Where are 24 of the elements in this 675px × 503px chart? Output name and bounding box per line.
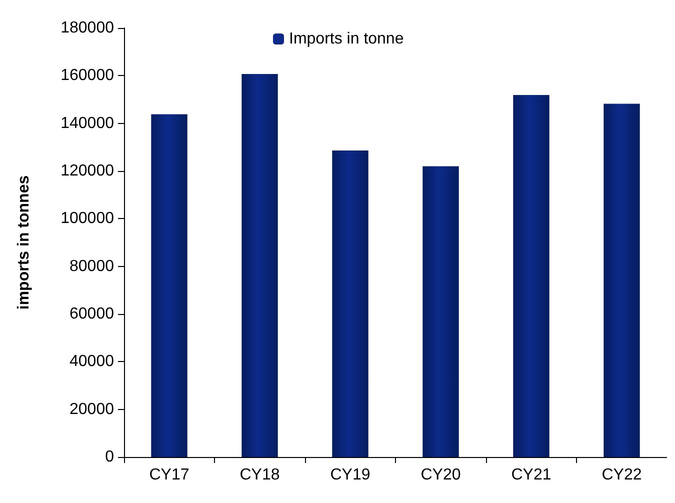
x-tick-label: CY22 [602, 466, 642, 484]
bar [604, 104, 640, 457]
bar [332, 150, 368, 457]
x-tick-label: CY21 [511, 466, 552, 484]
x-tick-label: CY20 [420, 466, 461, 484]
y-tick-label: 60000 [70, 306, 114, 322]
y-tick-label: 140000 [60, 114, 114, 132]
bar [151, 114, 188, 457]
y-tick-label: 100000 [60, 210, 114, 228]
y-tick-label: 80000 [70, 258, 114, 275]
x-tick-label: CY17 [149, 466, 190, 484]
y-tick-label: 20000 [70, 400, 114, 418]
legend-label: Imports in tonne [289, 30, 404, 48]
y-tick-label: 160000 [60, 67, 114, 84]
y-tick-label: 0 [105, 448, 114, 466]
y-tick-label: 120000 [60, 162, 114, 180]
x-tick-label: CY19 [330, 466, 370, 484]
bar [242, 74, 278, 457]
y-tick-label: 40000 [70, 353, 114, 370]
y-tick-label: 180000 [60, 20, 114, 36]
bar [422, 166, 459, 457]
y-axis-title: imports in tonnes [16, 175, 32, 310]
x-tick-label: CY18 [240, 466, 280, 484]
bar [513, 94, 550, 457]
